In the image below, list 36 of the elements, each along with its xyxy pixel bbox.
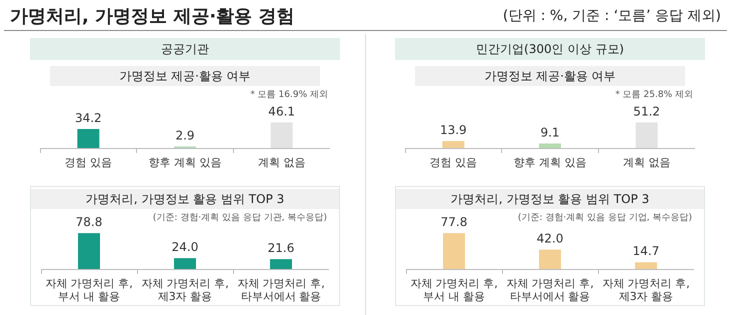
x-tick-label: 자체 가명처리 후, 제3자 활용	[141, 277, 229, 303]
text: * 모름 25.8% 제외	[615, 89, 693, 101]
x-tick-label: 자체 가명처리 후, 부서 내 활용	[45, 277, 133, 303]
chart-title: 가명정보 제공·활용 여부	[50, 66, 320, 86]
data-label: 34.2	[74, 111, 102, 126]
x-tick-label: 자체 가명처리 후, 타부서에서 활용	[237, 277, 325, 303]
data-label: 2.9	[175, 128, 195, 142]
chart-subtitle: 민간기업(300인 이상 규모)	[395, 38, 705, 60]
data-label: 51.2	[633, 104, 660, 118]
x-tick-label: 계획 없음	[258, 156, 306, 169]
chart-title: 가명처리, 가명정보 활용 범위 TOP 3	[31, 189, 339, 209]
x-tick-label: 자체 가명처리 후, 제3자 활용	[602, 277, 690, 303]
text: * 모름 16.9% 제외	[250, 89, 328, 101]
data-label: 13.9	[440, 123, 467, 138]
text: (단위 : %, 기준 : ‘모름’ 응답 제외)	[502, 7, 721, 25]
data-label: 77.8	[440, 215, 468, 230]
data-label: 9.1	[540, 125, 560, 140]
x-tick-label: 향후 계획 있음	[148, 156, 222, 169]
data-label: 21.6	[268, 241, 294, 256]
data-label: 24.0	[172, 240, 198, 254]
data-label: 78.8	[76, 215, 102, 230]
text: (기준: 경험·계획 있음 응답 기업, 복수응답)	[518, 212, 692, 224]
chart-title: 가명정보 제공·활용 여부	[415, 66, 685, 86]
data-label: 42.0	[536, 232, 564, 246]
x-tick-label: 경험 있음	[64, 156, 112, 169]
data-label: 46.1	[268, 104, 296, 118]
chart-subtitle: 공공기관	[30, 38, 340, 60]
text: 가명처리, 가명정보 제공·활용 경험	[10, 5, 294, 28]
x-tick-label: 경험 있음	[430, 156, 478, 169]
x-tick-label: 자체 가명처리 후, 타부서에서 활용	[506, 277, 594, 303]
x-tick-label: 계획 없음	[622, 156, 670, 169]
chart-title: 가명처리, 가명정보 활용 범위 TOP 3	[396, 189, 704, 209]
x-tick-label: 향후 계획 있음	[514, 156, 586, 169]
text: (기준: 경험·계획 있음 응답 기관, 복수응답)	[152, 212, 327, 224]
data-label: 14.7	[632, 244, 660, 258]
x-tick-label: 자체 가명처리 후, 부서 내 활용	[410, 277, 498, 303]
